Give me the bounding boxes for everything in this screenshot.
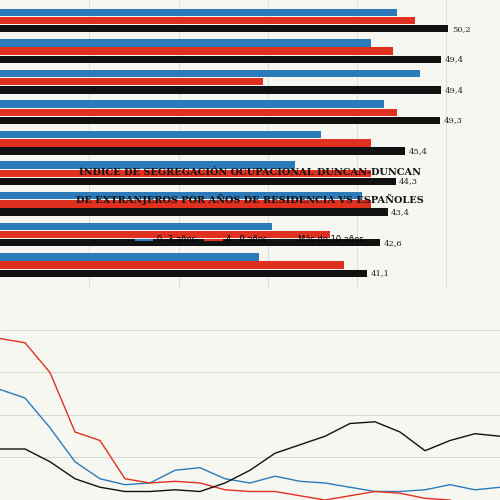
Bar (0, 262, 344, 269)
Bar (0, 70, 420, 77)
Bar (0, 200, 370, 207)
Text: ÍNDICE DE SEGREGACIÓN OCUPACIONAL DUNCAN-DUNCAN: ÍNDICE DE SEGREGACIÓN OCUPACIONAL DUNCAN… (79, 168, 421, 177)
Bar (0, 148, 406, 155)
Text: 43,4: 43,4 (391, 208, 410, 216)
Bar (0, 231, 330, 238)
Text: 44,3: 44,3 (399, 178, 418, 186)
Bar (0, 170, 370, 177)
Bar (0, 108, 398, 116)
Bar (0, 270, 367, 277)
Bar (0, 222, 272, 230)
Bar (0, 78, 264, 86)
Bar (0, 178, 396, 186)
Bar (0, 131, 322, 138)
Bar (0, 162, 294, 169)
Legend: 0 -3 años, 4 - 9 años, Más de 10 años: 0 -3 años, 4 - 9 años, Más de 10 años (132, 232, 368, 248)
Text: 49,4: 49,4 (444, 56, 464, 64)
Bar (0, 39, 370, 46)
Text: 49,4: 49,4 (444, 86, 464, 94)
Bar (0, 253, 259, 260)
Bar (0, 208, 388, 216)
Text: DE EXTRANJEROS POR AÑOS DE RESIDENCIA VS ESPAÑOLES: DE EXTRANJEROS POR AÑOS DE RESIDENCIA VS… (76, 194, 424, 204)
Text: 42,6: 42,6 (384, 239, 402, 247)
Bar (0, 100, 384, 108)
Bar (0, 139, 370, 146)
Text: 49,3: 49,3 (444, 116, 462, 124)
Bar (0, 192, 362, 200)
Bar (0, 116, 440, 124)
Bar (0, 48, 393, 55)
Bar (0, 17, 415, 24)
Bar (0, 86, 441, 94)
Text: 41,1: 41,1 (370, 270, 390, 278)
Bar (0, 8, 398, 16)
Bar (0, 56, 441, 63)
Bar (0, 239, 380, 246)
Bar (0, 25, 448, 32)
Text: 45,4: 45,4 (409, 147, 428, 155)
Text: 50,2: 50,2 (452, 24, 470, 32)
